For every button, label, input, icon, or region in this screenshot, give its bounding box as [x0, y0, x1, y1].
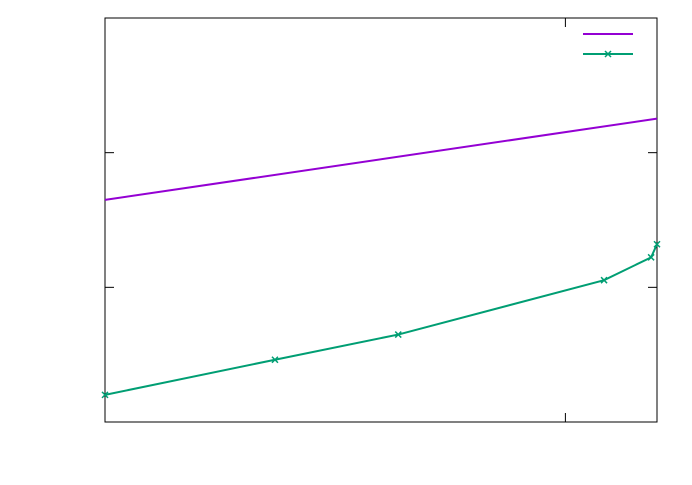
marker [101, 391, 109, 399]
marker [647, 253, 655, 261]
marker [394, 331, 402, 339]
marker [271, 356, 279, 364]
plot-frame [104, 17, 658, 423]
marker [653, 240, 661, 248]
marker [604, 50, 612, 58]
series-line [104, 117, 658, 201]
series-line [104, 243, 658, 396]
marker [600, 276, 608, 284]
